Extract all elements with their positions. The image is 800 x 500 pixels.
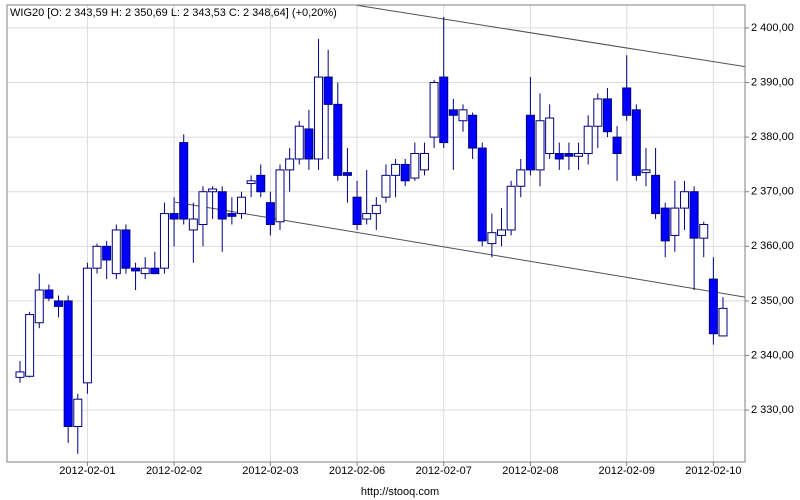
candle-body (314, 76, 324, 160)
candle-body (631, 109, 641, 176)
candle-body (333, 103, 343, 176)
candle-body (400, 163, 410, 182)
candle-body (256, 174, 266, 193)
candle-body (468, 114, 478, 149)
candle-body (323, 76, 333, 105)
y-tick-label: 2 350,00 (751, 295, 794, 307)
y-tick-label: 2 380,00 (751, 131, 794, 143)
x-tick-label: 2012-02-10 (685, 465, 741, 477)
candle-body (564, 153, 574, 157)
candle-body (265, 202, 275, 225)
candle-body (159, 213, 169, 269)
candle-body (15, 371, 25, 378)
candle-body (352, 196, 362, 225)
y-tick-label: 2 390,00 (751, 76, 794, 88)
candle-body (679, 191, 689, 209)
candle-body (410, 153, 420, 179)
candle-body (448, 109, 458, 116)
candle-body (497, 229, 507, 236)
x-tick-label: 2012-02-02 (146, 465, 202, 477)
candle-body (304, 128, 314, 160)
y-tick-label: 2 330,00 (751, 404, 794, 416)
candle-body (391, 163, 401, 176)
x-tick-label: 2012-02-08 (502, 465, 558, 477)
candle-body (342, 172, 352, 176)
candle-body (371, 204, 381, 215)
candle-body (246, 180, 256, 185)
y-tick-label: 2 400,00 (751, 22, 794, 34)
x-tick-label: 2012-02-03 (242, 465, 298, 477)
candle-body (622, 87, 632, 116)
candle-body (699, 223, 709, 239)
candle-body (169, 213, 179, 220)
candle-body (429, 82, 439, 138)
x-tick-label: 2012-02-01 (59, 465, 115, 477)
candle-body (217, 191, 227, 220)
candle-body (439, 76, 449, 144)
candle-body (612, 136, 622, 155)
candle-body (111, 229, 121, 275)
candle-body (545, 117, 555, 155)
candle-body (54, 300, 64, 307)
candle-body (208, 188, 218, 193)
candle-body (131, 267, 141, 272)
candle-body (198, 191, 208, 225)
candle-body (25, 314, 35, 377)
candle-body (227, 213, 237, 217)
candle-body (525, 114, 535, 171)
candle-body (121, 229, 131, 269)
candle-body (150, 267, 160, 275)
source-label: http://stooq.com (361, 486, 439, 498)
candle-body (285, 158, 295, 171)
candle-body (294, 125, 304, 160)
candle-body (593, 98, 603, 127)
candle-body (236, 196, 246, 215)
candle-body (34, 289, 44, 324)
candle-body (641, 169, 651, 174)
candle-body (651, 174, 661, 215)
y-tick-label: 2 370,00 (751, 186, 794, 198)
plot-frame (6, 4, 746, 463)
candle-body (516, 169, 526, 187)
candle-body (554, 153, 564, 160)
candle-body (82, 267, 92, 384)
axes: 2 330,00 2 340,00 2 350,00 2 360,00 2 370,00… (59, 22, 794, 477)
candle-body (44, 289, 54, 299)
trendline (355, 5, 745, 68)
y-tick-label: 2 360,00 (751, 240, 794, 252)
candle-body (670, 207, 680, 236)
candle-body (458, 109, 468, 122)
candle-body (583, 125, 593, 155)
x-tick-label: 2012-02-07 (416, 465, 472, 477)
candle-body (535, 120, 545, 171)
x-tick-label: 2012-02-09 (599, 465, 655, 477)
candle-body (381, 174, 391, 198)
candle-body (487, 232, 497, 245)
candle-body (574, 153, 584, 157)
candles (15, 17, 728, 454)
candle-body (660, 207, 670, 242)
candle-body (179, 142, 189, 220)
candle-body (73, 398, 83, 428)
candle-body (718, 307, 728, 337)
candle-body (92, 245, 102, 269)
candle-body (188, 218, 198, 231)
candle-body (689, 191, 699, 239)
candle-body (506, 185, 516, 231)
candle-body (102, 245, 112, 261)
candle-body (602, 98, 612, 133)
candle-body (275, 169, 285, 223)
candle-body (477, 147, 487, 242)
candle-body (140, 267, 150, 275)
chart-title: WIG20 [O: 2 343,59 H: 2 350,69 L: 2 343,… (10, 7, 337, 19)
candle-body (419, 153, 429, 171)
candle-body (362, 213, 372, 220)
y-tick-label: 2 340,00 (751, 349, 794, 361)
candle-body (708, 278, 718, 335)
candle-body (63, 300, 73, 428)
x-tick-label: 2012-02-06 (329, 465, 385, 477)
